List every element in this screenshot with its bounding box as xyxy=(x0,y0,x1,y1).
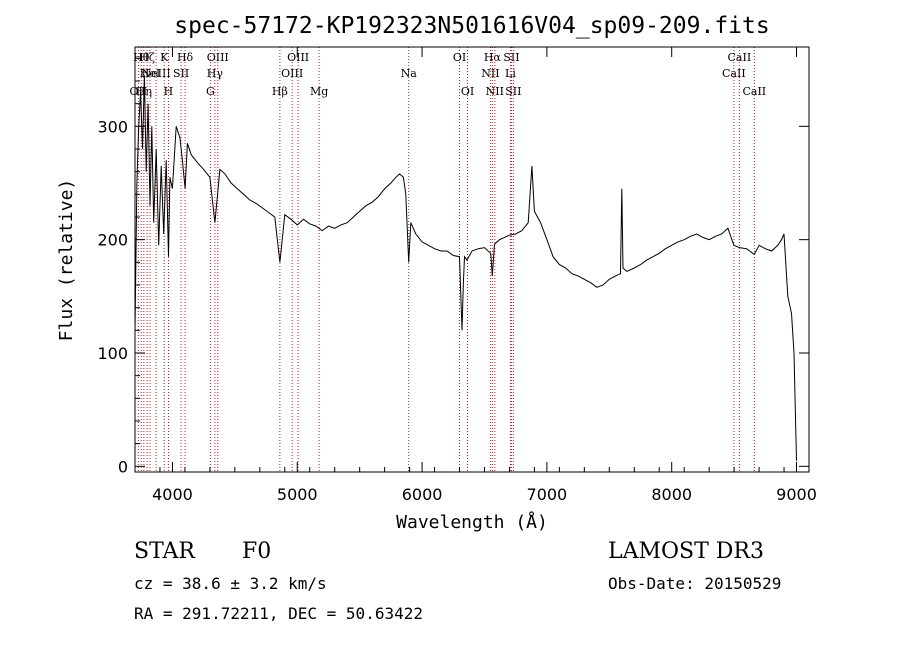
y-tick-label-0: 0 xyxy=(118,457,128,476)
redshift-cz: cz = 38.6 ± 3.2 km/s xyxy=(134,574,327,593)
x-tick-label-7000: 7000 xyxy=(527,485,568,504)
line-marker-label-6: K xyxy=(160,51,169,64)
y-tick-label-200: 200 xyxy=(97,231,128,250)
line-marker-label-18: OI xyxy=(453,51,466,64)
observation-date: Obs-Date: 20150529 xyxy=(608,574,782,593)
line-marker-label-24: SII xyxy=(503,51,519,64)
line-marker-label-23: Li xyxy=(505,67,516,80)
line-marker-label-3: Hζ xyxy=(139,51,155,64)
chart-title: spec-57172-KP192323N501616V04_sp09-209.f… xyxy=(174,13,769,39)
line-marker-label-14: OIII xyxy=(281,67,303,80)
x-tick-label-8000: 8000 xyxy=(651,485,692,504)
line-marker-label-0: OII xyxy=(130,85,148,98)
line-marker-label-19: OI xyxy=(461,85,474,98)
line-marker-label-17: Na xyxy=(401,67,418,80)
line-marker-label-1: Hθ xyxy=(133,51,150,64)
line-marker-label-10: G xyxy=(206,85,215,98)
x-axis-label: Wavelength (Å) xyxy=(396,511,548,533)
x-tick-label-6000: 6000 xyxy=(402,485,443,504)
x-tick-label-5000: 5000 xyxy=(277,485,318,504)
line-marker-label-8: SII xyxy=(173,67,189,80)
line-marker-label-11: Hγ xyxy=(207,67,224,80)
line-marker-label-9: Hδ xyxy=(177,51,194,64)
line-marker-label-7: H xyxy=(164,85,174,98)
object-subclass: F0 xyxy=(242,539,272,564)
line-marker-label-15: OIII xyxy=(287,51,309,64)
y-tick-label-300: 300 xyxy=(97,117,128,136)
y-tick-label-100: 100 xyxy=(97,344,128,363)
line-marker-label-20: NII xyxy=(481,67,499,80)
line-marker-label-12: OIII xyxy=(207,51,229,64)
object-class: STAR xyxy=(134,539,195,564)
line-marker-label-28: CaII xyxy=(742,85,766,98)
spectrum-line xyxy=(134,75,797,461)
x-tick-label-4000: 4000 xyxy=(152,485,193,504)
line-marker-label-26: CaII xyxy=(722,67,746,80)
line-marker-label-25: SII xyxy=(505,85,521,98)
line-marker-label-16: Mg xyxy=(310,85,328,98)
x-tick-label-9000: 9000 xyxy=(776,485,817,504)
survey-name: LAMOST DR3 xyxy=(608,539,764,564)
line-marker-label-27: CaII xyxy=(728,51,752,64)
line-marker-label-22: NII xyxy=(486,85,504,98)
line-marker-label-13: Hβ xyxy=(272,85,288,98)
y-axis-label: Flux (relative) xyxy=(56,179,77,342)
line-marker-label-21: Hα xyxy=(484,51,502,64)
line-marker-label-5: NeIII xyxy=(142,67,171,80)
ra-dec: RA = 291.72211, DEC = 50.63422 xyxy=(134,604,423,623)
plot-frame xyxy=(134,46,810,473)
